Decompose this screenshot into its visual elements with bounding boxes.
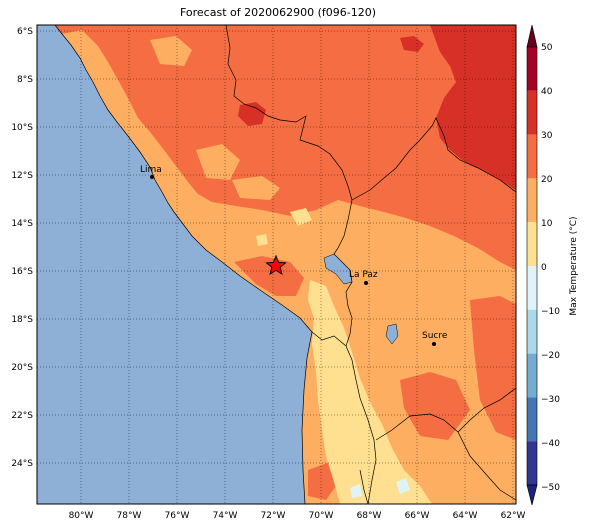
colorbar-tick: −40 <box>541 439 560 449</box>
colorbar-label: Max Temperature (°C) <box>569 216 579 315</box>
city-label-lima: Lima <box>140 165 162 175</box>
colorbar: 50 40 30 20 10 0 −10 −20 −30 −40 −50 Max… <box>526 24 579 506</box>
lat-tick: 12°S <box>11 171 33 181</box>
colorbar-segments <box>527 47 537 485</box>
colorbar-tick: 50 <box>541 43 553 53</box>
map-frame <box>36 24 517 505</box>
lon-tick: 62°W <box>501 511 526 521</box>
colorbar-segment <box>527 178 537 223</box>
colorbar-tick: −10 <box>541 307 560 317</box>
border-brazil-bolivia <box>351 117 516 201</box>
lat-tick: 6°S <box>17 27 33 37</box>
colorbar-segment <box>527 90 537 135</box>
colorbar-segment <box>527 222 537 266</box>
hot-region-north <box>400 36 424 52</box>
border-argentina-chile <box>359 469 369 504</box>
lon-tick: 70°W <box>309 511 334 521</box>
lon-tick: 64°W <box>453 511 478 521</box>
colorbar-segment <box>527 47 537 91</box>
colorbar-frame <box>526 46 538 486</box>
border-peru-bolivia <box>333 199 353 347</box>
border-chile-bolivia <box>311 331 377 504</box>
lon-tick: 68°W <box>357 511 382 521</box>
cold-patch-1 <box>396 478 410 494</box>
border-paraguay <box>457 431 516 501</box>
colorbar-tick: 10 <box>541 219 553 229</box>
colorbar-max-extension <box>526 24 538 48</box>
lon-tick: 76°W <box>165 511 190 521</box>
lat-tick: 18°S <box>11 315 33 325</box>
colorbar-tick: −50 <box>541 483 560 493</box>
mild-patch-2 <box>256 234 268 246</box>
warm-patch-1 <box>150 36 192 66</box>
mild-patch-1 <box>290 208 312 226</box>
lat-tick-labels: 6°S 8°S 10°S 12°S 14°S 16°S 18°S 20°S 22… <box>11 27 33 469</box>
colorbar-tick: 30 <box>541 131 553 141</box>
mild-region-altiplano <box>308 280 432 504</box>
hot-region-small-2 <box>466 28 488 46</box>
colorbar-min-extension <box>526 484 538 506</box>
colorbar-tick-labels: 50 40 30 20 10 0 −10 −20 −30 −40 −50 <box>541 43 560 493</box>
lat-tick: 22°S <box>11 411 33 421</box>
lat-tick: 8°S <box>17 75 33 85</box>
warm-patch-2 <box>196 144 240 180</box>
lon-tick: 80°W <box>69 511 94 521</box>
lat-tick: 16°S <box>11 267 33 277</box>
coastline <box>54 25 313 504</box>
hot-patch-andes <box>234 256 304 296</box>
lat-tick: 14°S <box>11 219 33 229</box>
cold-patch-2 <box>350 484 362 498</box>
lon-tick: 74°W <box>213 511 238 521</box>
colorbar-segment <box>527 309 537 354</box>
lat-tick: 20°S <box>11 363 33 373</box>
colorbar-tick: 0 <box>541 263 547 273</box>
lon-tick: 78°W <box>117 511 142 521</box>
city-label-la-paz: La Paz <box>349 270 378 280</box>
colorbar-segment <box>527 134 537 179</box>
lake-poopo <box>385 323 399 345</box>
city-dot-sucre <box>432 342 436 346</box>
hot-patch-south <box>400 372 470 440</box>
border-bolivia-argentina-paraguay <box>375 387 516 441</box>
hot-region-small-1 <box>238 102 266 126</box>
border-peru-north <box>225 25 353 201</box>
map-area: Lima La Paz Sucre <box>37 25 516 504</box>
city-dot-lima <box>150 175 154 179</box>
lon-tick: 72°W <box>261 511 286 521</box>
colorbar-segment <box>527 353 537 398</box>
city-label-sucre: Sucre <box>422 331 448 341</box>
colorbar-tick: 20 <box>541 175 553 185</box>
lat-tick: 24°S <box>11 459 33 469</box>
colorbar-segment <box>527 397 537 442</box>
map-gridlines <box>37 25 516 504</box>
star-marker-icon <box>265 254 287 276</box>
lat-tick: 10°S <box>11 123 33 133</box>
colorbar-tick: −20 <box>541 351 560 361</box>
map-title: Forecast of 2020062900 (f096-120) <box>179 6 377 19</box>
city-dot-la-paz <box>364 281 368 285</box>
hot-patch-southeast <box>470 296 516 440</box>
lon-tick-labels: 80°W 78°W 76°W 74°W 72°W 70°W 68°W 66°W … <box>69 511 526 521</box>
colorbar-segment <box>527 441 537 485</box>
warm-patch-3 <box>232 176 280 200</box>
lon-tick: 66°W <box>405 511 430 521</box>
colorbar-segment <box>527 266 537 310</box>
hot-region-northeast <box>430 25 516 190</box>
colorbar-tick: 40 <box>541 87 553 97</box>
colorbar-tick: −30 <box>541 395 560 405</box>
